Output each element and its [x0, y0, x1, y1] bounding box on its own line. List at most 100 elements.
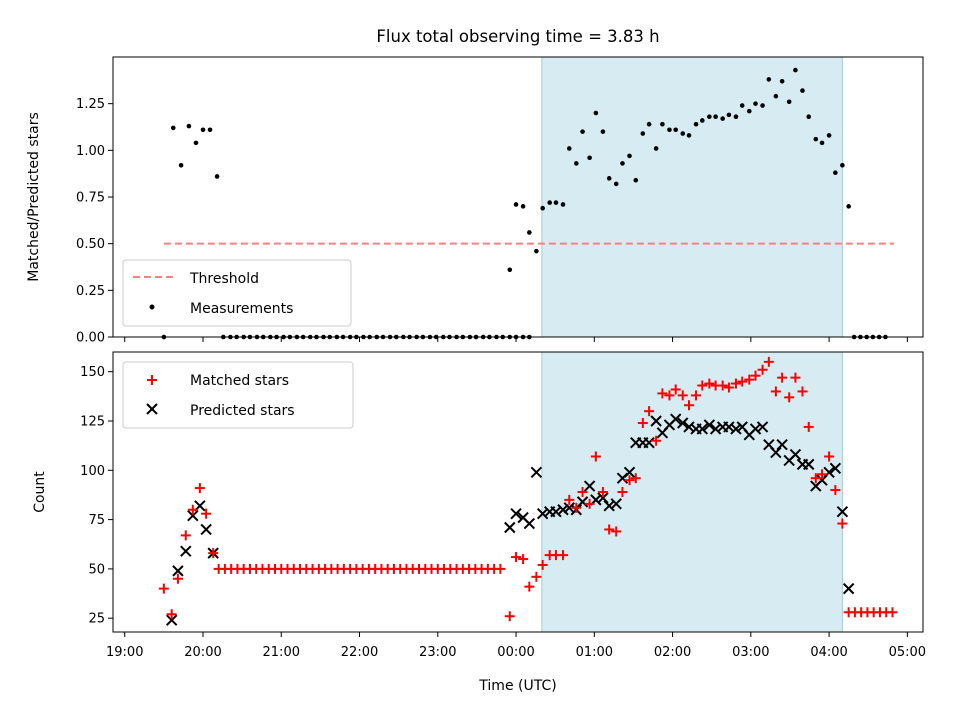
matched-point	[172, 573, 183, 584]
measurement-point	[540, 205, 545, 211]
predicted-point	[200, 523, 212, 536]
top-y-tick-label: 0.50	[76, 237, 105, 252]
measurement-point	[720, 116, 725, 121]
measurement-point	[733, 114, 739, 120]
matched-point	[624, 475, 635, 486]
measurement-point	[746, 108, 752, 114]
measurement-point	[806, 114, 812, 120]
bottom-observing-window	[541, 351, 843, 633]
bottom-panel: 25 50 75 100 125 150 19:00 20:00 21:00 22:00 23:0…	[32, 351, 926, 694]
matched-point	[887, 607, 898, 618]
bottom-y-tick-label: 125	[80, 415, 105, 430]
predicted-point	[165, 614, 178, 626]
x-tick-label: 05:00	[889, 645, 926, 660]
matched-point	[611, 526, 622, 537]
x-tick-label: 22:00	[341, 645, 378, 660]
matched-point	[750, 370, 761, 381]
measurement-point	[840, 162, 845, 168]
chart-title: Flux total observing time = 3.83 h	[376, 27, 659, 46]
measurement-point	[527, 230, 532, 235]
matched-point	[604, 524, 615, 535]
x-tick-label: 01:00	[576, 645, 613, 660]
matched-point	[504, 611, 515, 622]
top-y-axis-label: Matched/Predicted stars	[26, 112, 42, 282]
predicted-point	[803, 458, 815, 471]
x-tick-label: 21:00	[263, 645, 300, 660]
predicted-point	[723, 421, 735, 433]
predicted-point	[610, 498, 622, 510]
top-axes-frame	[112, 56, 924, 338]
top-y-tick-label: 0.75	[76, 191, 105, 206]
matched-point	[730, 378, 741, 389]
x-tick-label: 20:00	[184, 645, 221, 660]
measurement-point	[178, 162, 184, 168]
matched-point	[564, 494, 575, 505]
x-tick-label: 00:00	[497, 645, 534, 660]
predicted-point	[677, 417, 689, 429]
x-tick-label: 03:00	[732, 645, 769, 660]
predicted-point	[550, 506, 562, 518]
predicted-point	[770, 446, 782, 459]
measurement-point	[613, 181, 619, 187]
x-tick-label: 23:00	[419, 645, 456, 660]
matched-point	[770, 386, 781, 397]
predicted-point	[669, 413, 682, 425]
measurement-point	[560, 202, 566, 207]
bottom-y-axis-label: Count	[32, 471, 48, 513]
matched-point	[630, 473, 641, 484]
x-tick-label: 19:00	[106, 645, 143, 660]
measurement-point	[667, 127, 672, 133]
measurement-point	[826, 133, 832, 138]
matched-point	[208, 548, 219, 559]
x-tick-label: 02:00	[654, 645, 691, 660]
measurement-point	[833, 170, 838, 176]
bottom-y-tick-label: 75	[88, 513, 105, 528]
predicted-point	[703, 419, 716, 431]
legend-threshold-label: Threshold	[189, 271, 259, 287]
bottom-y-tick-label: 150	[80, 365, 105, 380]
x-axis-label: Time (UTC)	[478, 678, 556, 694]
matched-point	[723, 382, 734, 393]
measurement-point	[739, 103, 745, 108]
bottom-y-tick-label: 50	[88, 562, 105, 577]
predicted-point	[696, 423, 709, 435]
predicted-point	[829, 462, 842, 475]
measurements-legend-marker	[149, 304, 155, 310]
legend-matched-label: Matched stars	[190, 373, 289, 389]
predicted-point	[530, 466, 543, 478]
measurement-point	[214, 174, 220, 179]
measurement-point	[660, 121, 665, 127]
x-tick-label: 04:00	[810, 645, 847, 660]
matched-point	[524, 581, 535, 592]
matched-point	[837, 518, 848, 529]
legend-predicted-label: Predicted stars	[190, 403, 295, 419]
measurement-point	[553, 200, 559, 205]
matched-point	[763, 356, 774, 367]
measurement-point	[620, 161, 625, 166]
matched-point	[677, 390, 688, 401]
top-legend-box	[122, 259, 352, 327]
predicted-point	[597, 492, 609, 504]
legend-measurements-label: Measurements	[190, 301, 293, 317]
top-y-tick-label: 1.25	[76, 97, 105, 112]
predicted-point	[187, 509, 199, 522]
top-x-axis-ticks	[124, 337, 908, 342]
predicted-point	[730, 423, 742, 435]
measurement-point	[813, 136, 819, 142]
top-y-axis-ticks: 0.00 0.25 0.50 0.75 1.00 1.25	[76, 97, 113, 346]
bottom-legend-box	[122, 361, 354, 429]
measurement-point	[779, 78, 785, 84]
matched-point	[697, 380, 708, 391]
top-y-tick-label: 0.25	[76, 284, 105, 299]
measurement-point	[846, 204, 851, 209]
measurement-point	[760, 103, 765, 108]
bottom-y-axis-ticks: 25 50 75 100 125 150	[80, 365, 113, 627]
matched-point	[617, 487, 628, 497]
predicted-point	[583, 480, 596, 492]
top-y-tick-label: 1.00	[76, 144, 105, 159]
measurement-point	[800, 88, 805, 93]
measurement-point	[793, 67, 798, 73]
predicted-point	[172, 565, 184, 577]
predicted-point	[510, 507, 522, 520]
